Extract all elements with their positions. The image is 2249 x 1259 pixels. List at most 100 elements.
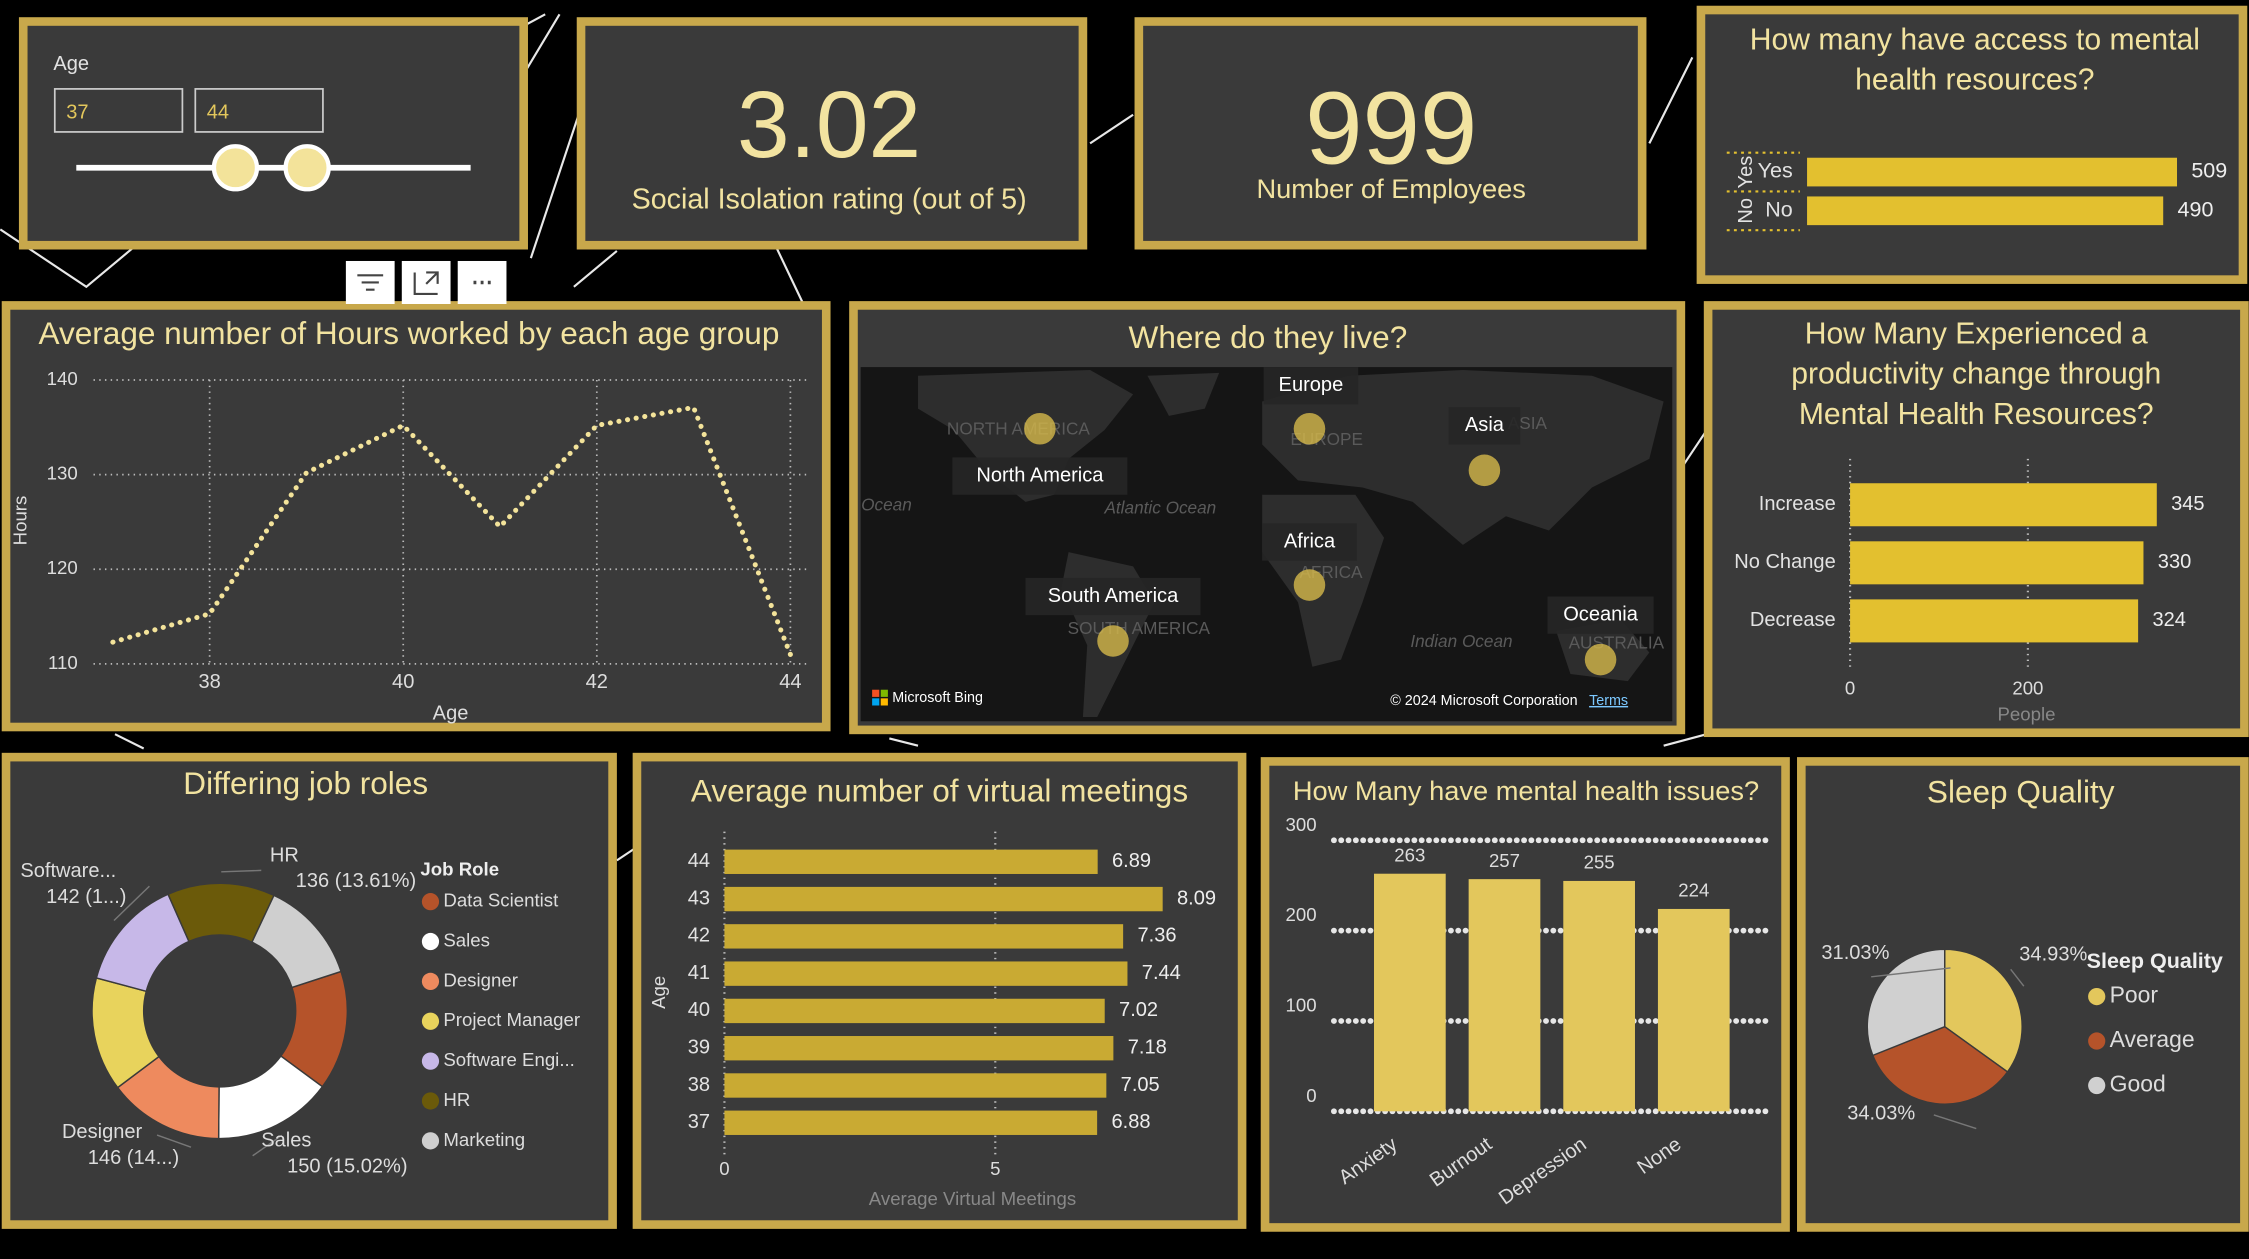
chart-title: How Many Experienced a productivity chang… [1791,317,2161,430]
bar [1563,880,1635,1112]
map-provider: Microsoft Bing [892,690,983,706]
legend-marker [421,1012,440,1030]
legend-title: Job Role [420,858,499,879]
map-label-box [1263,367,1359,405]
map-region-label: South America [1048,585,1179,607]
legend-marker [421,972,440,990]
x-tick-label: 5 [990,1158,1000,1179]
map-tile-label: Atlantic Ocean [1103,498,1216,518]
bar [724,924,1124,949]
chart-title: Average number of virtual meetings [691,772,1188,808]
chart-title: Differing job roles [183,765,428,801]
bar [1657,908,1730,1112]
kpi-value: 999 [1305,70,1477,185]
data-label: 7.36 [1137,925,1176,947]
slice-label: Software... [20,860,116,882]
map-tile-label: Indian Ocean [1410,631,1512,651]
card-panel [1134,17,1647,250]
y-tick-label: Yes [1758,159,1793,183]
y-tick-label: 0 [1306,1085,1316,1106]
bar [724,1036,1114,1061]
leader-line [156,1134,192,1148]
slider-handle[interactable] [283,144,331,192]
data-label: 34.03% [1847,1102,1915,1124]
bar [724,886,1163,912]
bar [1468,879,1541,1112]
data-label: 7.44 [1142,962,1181,984]
slice-label: Designer [62,1121,143,1143]
bar [1374,873,1446,1112]
data-label: 490 [2178,197,2214,221]
chart-panel [1797,757,2249,1232]
data-label: 6.88 [1111,1111,1150,1133]
x-axis-label: People [1997,703,2055,724]
chart-panel [1,301,831,732]
legend-marker [2088,987,2106,1006]
map-region-label: Europe [1279,374,1344,396]
data-label: 324 [2152,609,2185,631]
map-region-label: Oceania [1563,603,1639,625]
y-tick-label: No [1765,197,1793,221]
legend-label: HR [443,1089,470,1110]
slicer-panel [18,17,528,250]
slice [1866,948,1946,1057]
filter-icon [357,274,384,291]
data-label: 330 [2158,551,2191,573]
map-label-box [1448,407,1521,445]
slider-handle[interactable] [211,144,260,192]
bar [724,1110,1098,1135]
x-tick-label: 0 [719,1158,729,1179]
slicer-input[interactable] [53,88,184,133]
data-label: 7.02 [1119,999,1158,1021]
legend-label: Sales [443,929,490,950]
leader-line [113,885,150,922]
bar [1850,541,2144,585]
bar [724,961,1128,986]
hierarchy-label: No [1735,198,1757,224]
slice-label: Sales [261,1130,311,1152]
chart-title: How many have access to mental health res… [1750,24,2200,97]
map-tile-label: NORTH AMERICA [947,419,1090,439]
data-label: 146 (14...) [88,1147,179,1169]
data-label: 31.03% [1821,942,1889,964]
legend-marker [421,932,440,951]
legend-label: Good [2110,1071,2166,1097]
y-tick-label: 200 [1286,904,1317,925]
y-axis-label: Age [648,976,669,1009]
kpi-label: Social Isolation rating (out of 5) [632,183,1027,215]
data-label: 224 [1678,880,1709,901]
continent [1262,369,1664,545]
map-terms[interactable]: Terms [1589,693,1628,709]
data-label: 257 [1489,850,1520,871]
legend-label: Project Manager [443,1009,580,1030]
y-tick-label: 140 [47,368,78,389]
y-tick-label: No Change [1734,551,1836,573]
legend-label: Software Engi... [443,1049,574,1070]
map-label-box [1262,523,1357,561]
data-label: 34.93% [2019,943,2087,965]
focus-icon [413,271,439,296]
data-label: 7.05 [1121,1074,1160,1096]
legend-marker [2088,1032,2106,1050]
leader-line [221,869,262,873]
y-tick-label: 37 [688,1111,710,1133]
data-label: 345 [2171,493,2204,515]
slice [1943,948,2023,1073]
map-label-box [1025,577,1201,616]
chart-title: How Many have mental health issues? [1293,775,1759,806]
slicer-from: 37 [66,102,88,124]
card-panel [576,17,1088,250]
y-tick-label: 130 [47,463,78,484]
legend-label: Designer [443,969,518,990]
legend-marker [421,1052,440,1070]
slicer-label: Age [53,53,89,75]
y-tick-label: 41 [688,962,710,984]
data-label: 150 (15.02%) [287,1156,407,1178]
bar [724,849,1098,874]
bing-logo [872,689,888,706]
slicer-input[interactable] [194,88,324,133]
logo-square [872,689,880,697]
map-region-label: Asia [1465,414,1505,436]
map-label-box [952,457,1128,495]
kpi-value: 3.02 [737,72,921,178]
